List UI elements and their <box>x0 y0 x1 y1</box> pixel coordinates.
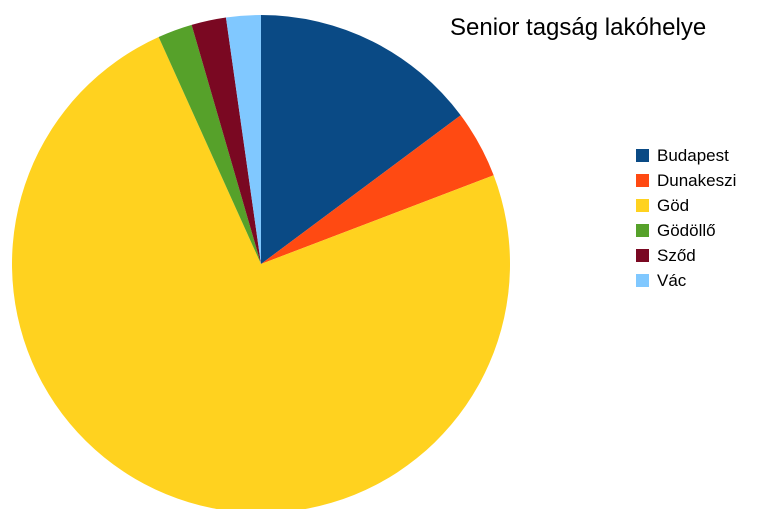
legend-swatch-godollo <box>636 224 649 237</box>
legend-label-budapest: Budapest <box>657 145 729 165</box>
pie-slice-budapest <box>261 15 461 264</box>
legend-item-god: Göd <box>636 193 736 218</box>
pie-slice-godollo <box>158 24 261 264</box>
legend-label-god: Göd <box>657 195 690 215</box>
pie-slice-dunakeszi <box>261 115 494 264</box>
legend: Budapest Dunakeszi Göd Gödöllő Sződ Vác <box>636 143 736 293</box>
legend-label-szod: Sződ <box>657 245 696 265</box>
legend-item-budapest: Budapest <box>636 143 736 168</box>
pie-slice-vac <box>225 15 261 264</box>
legend-label-godollo: Gödöllő <box>657 220 716 240</box>
legend-label-dunakeszi: Dunakeszi <box>657 170 737 190</box>
legend-swatch-budapest <box>636 149 649 162</box>
legend-swatch-szod <box>636 249 649 262</box>
chart-title: Senior tagság lakóhelye <box>450 14 707 41</box>
pie-slice-god <box>12 37 511 509</box>
legend-label-vac: Vác <box>657 270 687 290</box>
legend-item-szod: Sződ <box>636 243 736 268</box>
legend-swatch-god <box>636 199 649 212</box>
legend-swatch-dunakeszi <box>636 174 649 187</box>
legend-swatch-vac <box>636 274 649 287</box>
legend-item-dunakeszi: Dunakeszi <box>636 168 736 193</box>
pie-slice-szod <box>191 17 261 265</box>
legend-item-vac: Vác <box>636 268 736 293</box>
legend-item-godollo: Gödöllő <box>636 218 736 243</box>
